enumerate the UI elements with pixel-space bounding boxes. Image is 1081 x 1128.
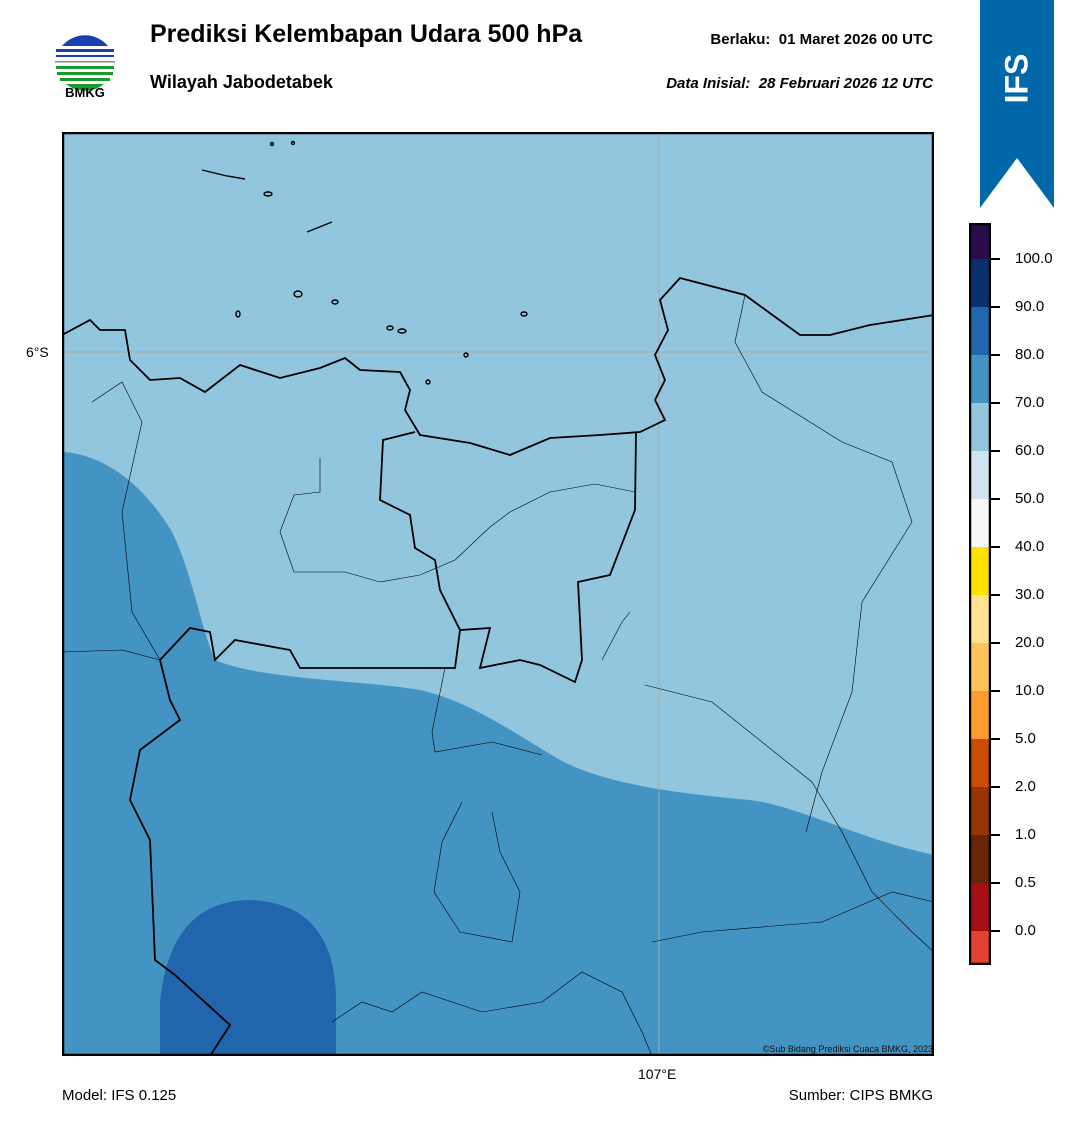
source-info: Sumber: CIPS BMKG [788, 1087, 933, 1104]
bmkg-logo [55, 31, 115, 91]
model-badge [980, 0, 1054, 208]
colorbar-tick-label: 1.0 [1015, 826, 1036, 843]
humidity-map[interactable] [62, 132, 934, 1056]
colorbar-tick-mark [991, 450, 1000, 452]
colorbar-frame [969, 223, 991, 965]
colorbar-tick-label: 80.0 [1015, 346, 1045, 363]
colorbar-tick-mark [991, 546, 1000, 548]
district-borders [62, 294, 934, 1056]
lon-label: 107°E [638, 1066, 677, 1082]
colorbar-tick-label: 30.0 [1015, 586, 1045, 603]
colorbar-tick-label: 100.0 [1015, 250, 1053, 267]
colorbar-segment [969, 883, 991, 931]
badge-text: IFS [998, 53, 1035, 104]
logo-text: BMKG [65, 85, 105, 100]
colorbar-tick-mark [991, 642, 1000, 644]
islands [201, 140, 528, 385]
lat-label: 6°S [26, 344, 49, 360]
initial-time: Data Inisial: 28 Februari 2026 12 UTC [666, 75, 933, 92]
colorbar-tick-label: 0.5 [1015, 874, 1036, 891]
colorbar-tick-mark [991, 594, 1000, 596]
map-frame [62, 132, 934, 1056]
colorbar-segment [969, 931, 991, 965]
colorbar-tick-label: 60.0 [1015, 442, 1045, 459]
colorbar-tick-mark [991, 786, 1000, 788]
colorbar-segment [969, 355, 991, 403]
colorbar-segment [969, 739, 991, 787]
province-border [379, 431, 637, 684]
colorbar-tick-label: 20.0 [1015, 634, 1045, 651]
region-subtitle: Wilayah Jabodetabek [150, 72, 333, 92]
colorbar-segment [969, 691, 991, 739]
colorbar-tick-mark [991, 930, 1000, 932]
colorbar-segment [969, 643, 991, 691]
colorbar-tick-label: 10.0 [1015, 682, 1045, 699]
colorbar-tick-mark [991, 258, 1000, 260]
colorbar-tick-label: 50.0 [1015, 490, 1045, 507]
colorbar-tick-mark [991, 690, 1000, 692]
colorbar-tick-label: 0.0 [1015, 922, 1036, 939]
province-border-west [159, 627, 461, 669]
page-title: Prediksi Kelembapan Udara 500 hPa [150, 20, 583, 48]
colorbar-tick-label: 40.0 [1015, 538, 1045, 555]
colorbar-segment [969, 307, 991, 355]
colorbar-tick-mark [991, 738, 1000, 740]
colorbar-tick-mark [991, 498, 1000, 500]
valid-time: Berlaku: 01 Maret 2026 00 UTC [710, 31, 933, 48]
badge-label: IFS [980, 40, 1054, 110]
colorbar-tick-label: 70.0 [1015, 394, 1045, 411]
colorbar-tick-label: 90.0 [1015, 298, 1045, 315]
colorbar-tick-mark [991, 882, 1000, 884]
colorbar-segment [969, 835, 991, 883]
colorbar-tick-mark [991, 354, 1000, 356]
colorbar-segment [969, 595, 991, 643]
colorbar-tick-label: 2.0 [1015, 778, 1036, 795]
province-border-south [129, 659, 232, 1056]
copyright: ©Sub Bidang Prediksi Cuaca BMKG, 2023 [762, 1044, 933, 1054]
colorbar-tick-mark [991, 402, 1000, 404]
colorbar-segment [969, 403, 991, 451]
colorbar-segment [969, 259, 991, 307]
colorbar-segment [969, 787, 991, 835]
colorbar-segment [969, 499, 991, 547]
colorbar-segment [969, 223, 991, 259]
colorbar-segment [969, 451, 991, 499]
colorbar-tick-label: 5.0 [1015, 730, 1036, 747]
coastline [62, 276, 934, 456]
colorbar-tick-mark [991, 306, 1000, 308]
model-info: Model: IFS 0.125 [62, 1087, 177, 1104]
colorbar-segment [969, 547, 991, 595]
field-80-90 [160, 900, 336, 1056]
colorbar-tick-mark [991, 834, 1000, 836]
colorbar [969, 223, 991, 965]
